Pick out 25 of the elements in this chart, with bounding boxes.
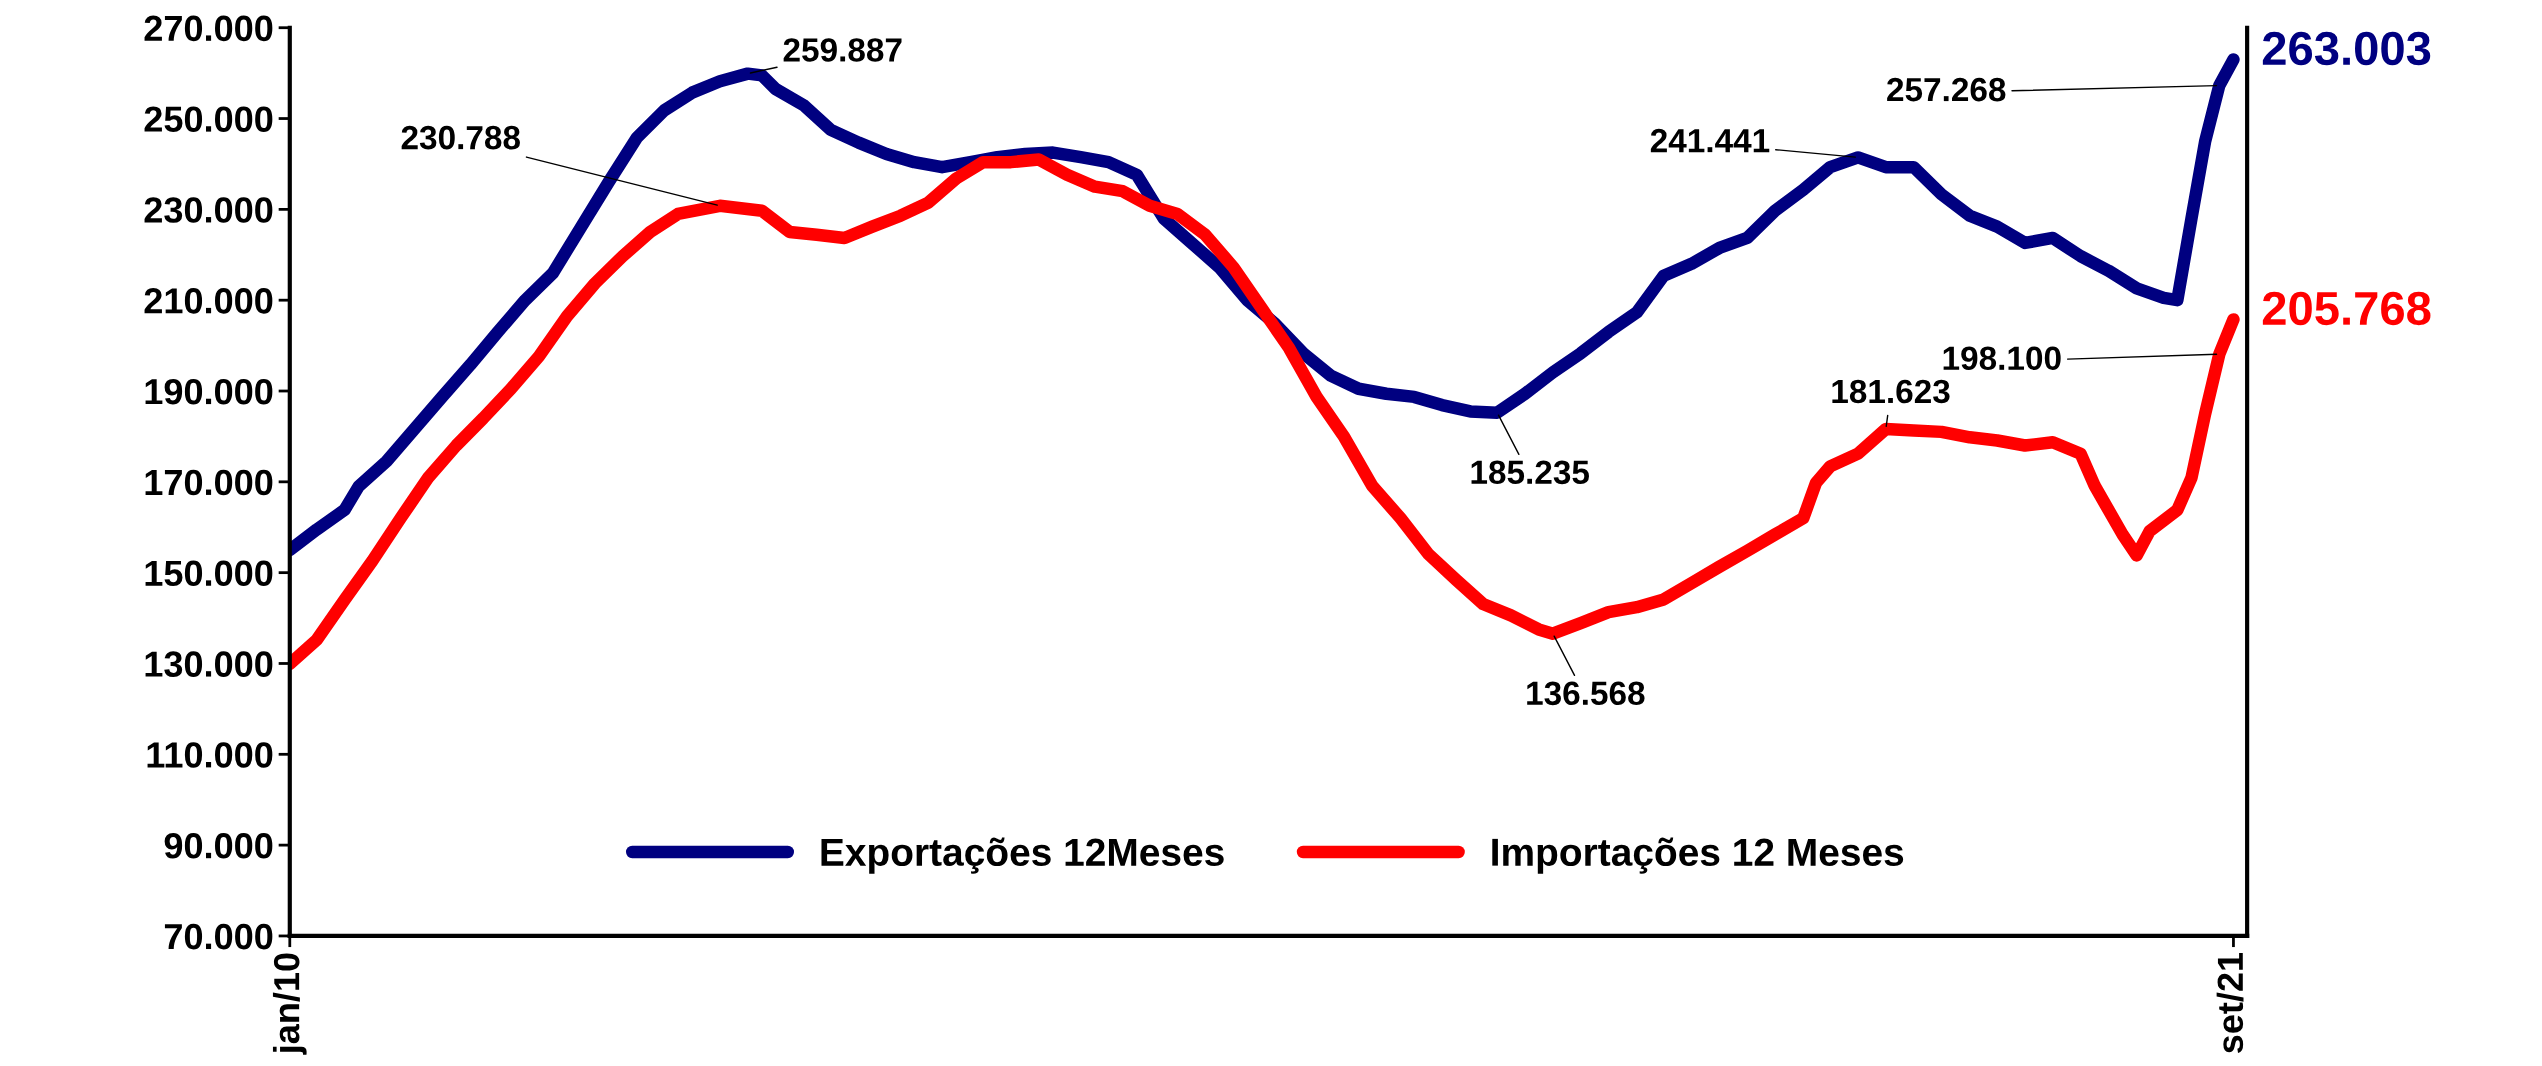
legend-label: Importações 12 Meses: [1492, 837, 1904, 874]
annotation: 241.441: [1650, 128, 1770, 153]
y-tick-label: 110.000: [147, 742, 273, 768]
annotation: 198.100: [1943, 346, 2061, 371]
annotation: 257.268: [1887, 77, 2006, 102]
y-tick-label: 250.000: [144, 106, 273, 132]
x-tick-label: set/21: [2216, 952, 2244, 1054]
annotation: 185.235: [1471, 460, 1589, 485]
y-tick-label: 150.000: [145, 560, 273, 587]
annotation: 181.623: [1832, 379, 1950, 404]
y-tick-label: 230.000: [144, 197, 273, 223]
x-tick-label: jan/10: [272, 953, 307, 1055]
y-tick-label: 70.000: [164, 923, 273, 950]
y-tick-label: 210.000: [144, 288, 273, 314]
legend-label: Exportações 12Meses: [821, 837, 1224, 874]
y-tick-label: 90.000: [164, 832, 273, 859]
annotation: 230.788: [401, 125, 520, 150]
y-tick-label: 270.000: [144, 15, 273, 42]
y-tick-label: 130.000: [145, 651, 273, 677]
annotation: 136.568: [1527, 681, 1645, 706]
annotation: 263.003: [2262, 31, 2431, 66]
annotation: 205.768: [2262, 291, 2431, 326]
annotation: 259.887: [783, 38, 902, 62]
y-tick-label: 170.000: [145, 469, 273, 496]
y-tick-label: 190.000: [145, 378, 273, 405]
